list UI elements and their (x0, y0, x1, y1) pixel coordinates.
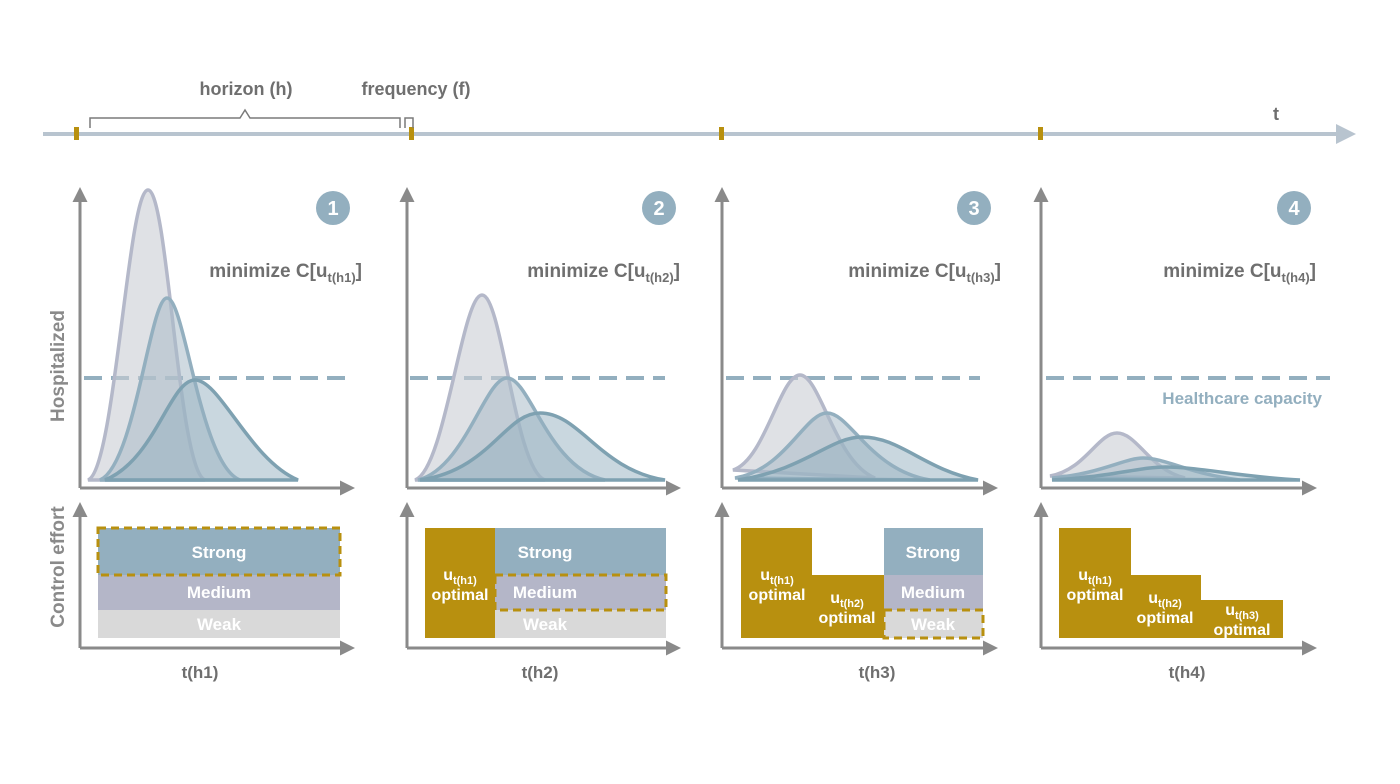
y-axis-title-hospitalized: Hospitalized (48, 310, 69, 422)
panel-1: 1 minimize C[ut(h1)] Strong Medium Weak … (80, 190, 362, 682)
level-medium-label: Medium (901, 583, 965, 602)
level-medium-label: Medium (513, 583, 577, 602)
panel-3-x-label: t(h3) (859, 663, 896, 682)
y-axis-title-control-effort: Control effort (48, 506, 69, 628)
optimal-block-1-word: optimal (432, 587, 489, 604)
capacity-label: Healthcare capacity (1162, 389, 1322, 408)
level-weak (495, 610, 666, 638)
panel-3: 3 minimize C[ut(h3)] ut(h1) optimal ut(h… (722, 190, 1001, 682)
panel-4-objective: minimize C[ut(h4)] (1163, 261, 1316, 285)
time-label: t (1273, 104, 1279, 124)
level-strong-label: Strong (906, 543, 961, 562)
timeline-tick-1 (74, 127, 79, 140)
level-strong-label: Strong (192, 543, 247, 562)
horizon-label: horizon (h) (200, 79, 293, 99)
level-strong-label: Strong (518, 543, 573, 562)
timeline-tick-2 (409, 127, 414, 140)
panel-1-x-label: t(h1) (182, 663, 219, 682)
timeline: horizon (h) frequency (f) t (43, 79, 1352, 140)
panel-2-objective: minimize C[ut(h2)] (527, 261, 680, 285)
timeline-tick-3 (719, 127, 724, 140)
panel-2-x-label: t(h2) (522, 663, 559, 682)
panel-4-number: 4 (1288, 198, 1300, 220)
timeline-tick-4 (1038, 127, 1043, 140)
optimal-block-1-word: optimal (749, 587, 806, 604)
frequency-brace (405, 118, 413, 128)
panel-4: Healthcare capacity 4 minimize C[ut(h4)]… (1041, 190, 1330, 682)
level-medium-label: Medium (187, 583, 251, 602)
panel-2: 2 minimize C[ut(h2)] ut(h1) optimal Stro… (407, 190, 680, 682)
panel-2-number: 2 (653, 198, 664, 220)
optimal-block-2-word: optimal (819, 610, 876, 627)
panel-4-x-label: t(h4) (1169, 663, 1206, 682)
horizon-brace (90, 110, 400, 128)
level-weak-label: Weak (523, 615, 568, 634)
panel-1-number: 1 (327, 198, 338, 220)
level-weak-label: Weak (197, 615, 242, 634)
optimal-block-2-word: optimal (1137, 610, 1194, 627)
optimal-block-3-word: optimal (1214, 622, 1271, 639)
panel-3-number: 3 (968, 198, 979, 220)
panel-1-objective: minimize C[ut(h1)] (209, 261, 362, 285)
frequency-label: frequency (f) (361, 79, 470, 99)
panel-3-objective: minimize C[ut(h3)] (848, 261, 1001, 285)
optimal-block-1-word: optimal (1067, 587, 1124, 604)
level-weak-label: Weak (911, 615, 956, 634)
